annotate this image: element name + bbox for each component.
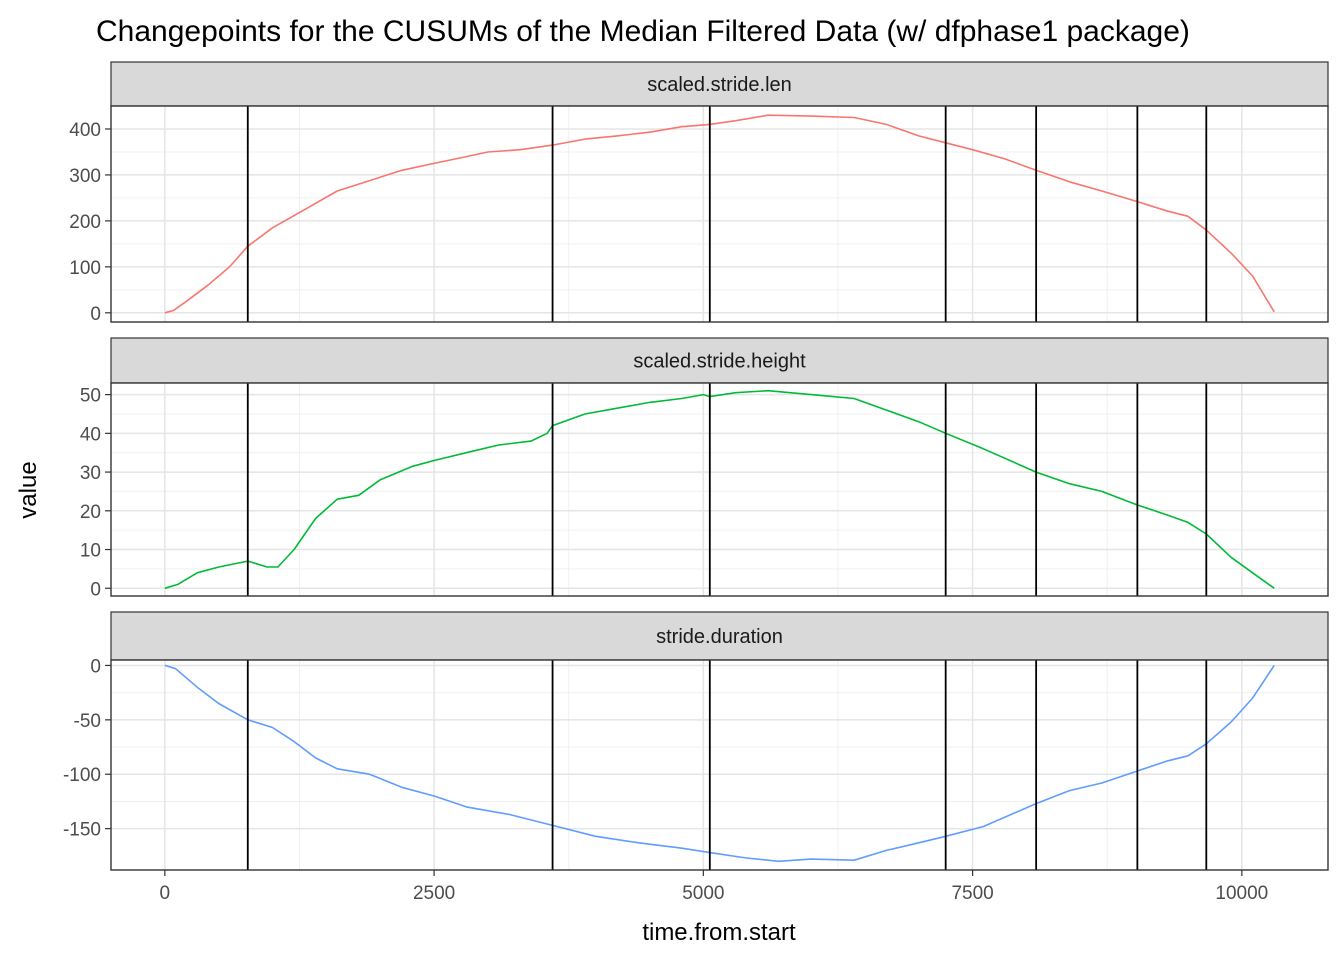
y-tick-label: 0 (90, 656, 101, 677)
x-axis-title: time.from.start (642, 919, 796, 946)
y-tick-label: 20 (80, 502, 101, 523)
facet-panels: scaled.stride.len0100200300400scaled.str… (63, 61, 1329, 871)
x-axis: 0 2500 5000 7500 10000 (160, 870, 1268, 904)
x-tick-label: 7500 (951, 883, 993, 904)
facet-strip-label: scaled.stride.len (647, 74, 792, 96)
chart-title: Changepoints for the CUSUMs of the Media… (96, 15, 1190, 48)
y-tick-label: -50 (74, 711, 101, 732)
x-tick-label: 2500 (413, 883, 455, 904)
facet-stride-duration: stride.duration 0 -50 -100 -150 (63, 611, 1329, 871)
y-tick-label: 0 (90, 304, 101, 325)
panel-background (111, 383, 1328, 596)
y-tick-label: 40 (80, 424, 101, 445)
facet-strip (110, 337, 1329, 384)
y-tick-label: -100 (63, 765, 101, 786)
panel-border (110, 382, 1329, 597)
x-tick-label: 10000 (1215, 883, 1268, 904)
y-tick-label: 10 (80, 541, 101, 562)
y-tick-label: 30 (80, 463, 101, 484)
facet-strip (110, 61, 1329, 107)
y-tick-label: 0 (90, 579, 101, 600)
y-axis-title: value (15, 461, 42, 518)
panel-border (110, 105, 1329, 323)
panel-background (111, 660, 1328, 870)
y-tick-label: 50 (80, 386, 101, 407)
facet-scaled-stride-height: scaled.stride.height 0 10 20 30 40 50 (80, 337, 1329, 600)
panel-border (110, 659, 1329, 871)
series-line-scaled-stride-height (164, 389, 1275, 590)
facet-scaled-stride-len: scaled.stride.len 0 100 200 300 400 (69, 61, 1329, 325)
facet-strip-label: scaled.stride.height (633, 351, 806, 373)
y-tick-label: 200 (69, 212, 101, 233)
y-tick-label: 100 (69, 258, 101, 279)
facet-strip-label: stride.duration (656, 626, 783, 648)
x-tick-label: 5000 (682, 883, 724, 904)
series-line-scaled-stride-len (164, 114, 1275, 314)
panel-background (111, 106, 1328, 322)
y-tick-label: -150 (63, 820, 101, 841)
y-tick-label: 300 (69, 166, 101, 187)
y-tick-label: 400 (69, 120, 101, 141)
x-tick-label: 0 (160, 883, 171, 904)
